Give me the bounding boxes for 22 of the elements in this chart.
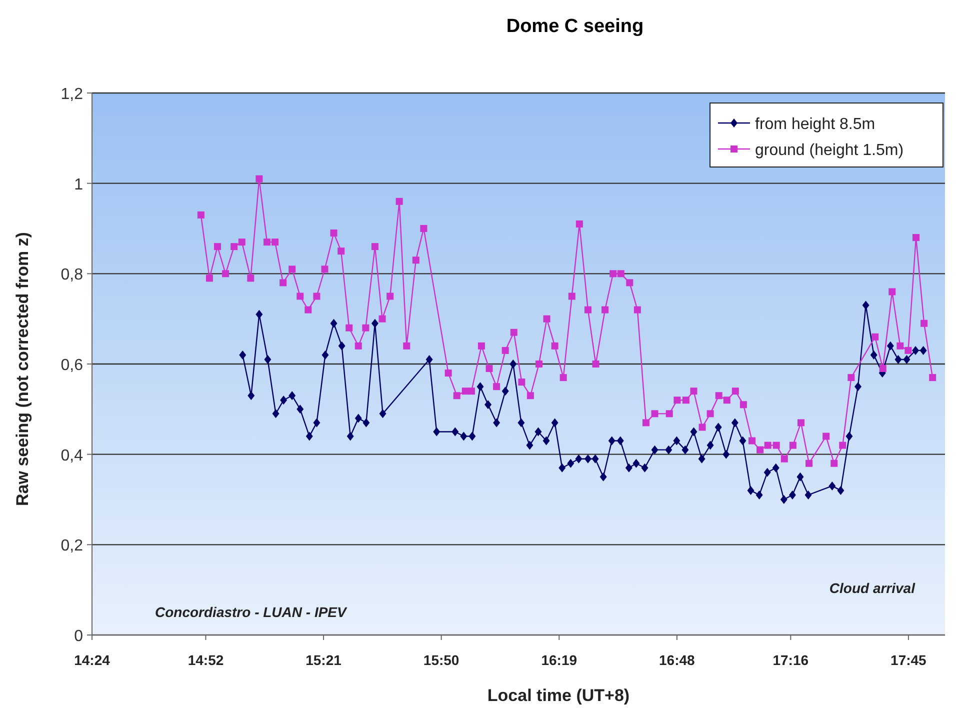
x-axis-title: Local time (UT+8) — [487, 686, 630, 705]
x-tick-label: 17:45 — [890, 652, 927, 668]
y-tick-label: 0,4 — [60, 447, 84, 464]
x-tick-label: 16:48 — [659, 652, 696, 668]
legend-label: from height 8.5m — [755, 116, 876, 133]
y-axis-title: Raw seeing (not corrected from z) — [13, 232, 32, 506]
y-tick-label: 0,8 — [60, 266, 84, 284]
y-tick-label: 0,2 — [60, 538, 84, 555]
chart-title: Dome C seeing — [506, 16, 644, 37]
x-tick-label: 15:50 — [423, 652, 460, 668]
y-tick-label: 1,2 — [60, 86, 84, 103]
x-tick-label: 15:21 — [306, 652, 342, 668]
y-tick-label: 1 — [74, 176, 84, 194]
annotation: Cloud arrival — [829, 580, 916, 596]
x-tick-label: 17:16 — [772, 652, 809, 668]
x-tick-label: 16:19 — [541, 652, 578, 668]
legend-label: ground (height 1.5m) — [755, 142, 904, 159]
y-tick-label: 0,6 — [60, 357, 84, 374]
x-tick-label: 14:24 — [74, 652, 110, 668]
annotation: Concordiastro - LUAN - IPEV — [155, 604, 348, 620]
y-tick-label: 0 — [74, 628, 84, 645]
x-tick-label: 14:52 — [188, 652, 224, 668]
